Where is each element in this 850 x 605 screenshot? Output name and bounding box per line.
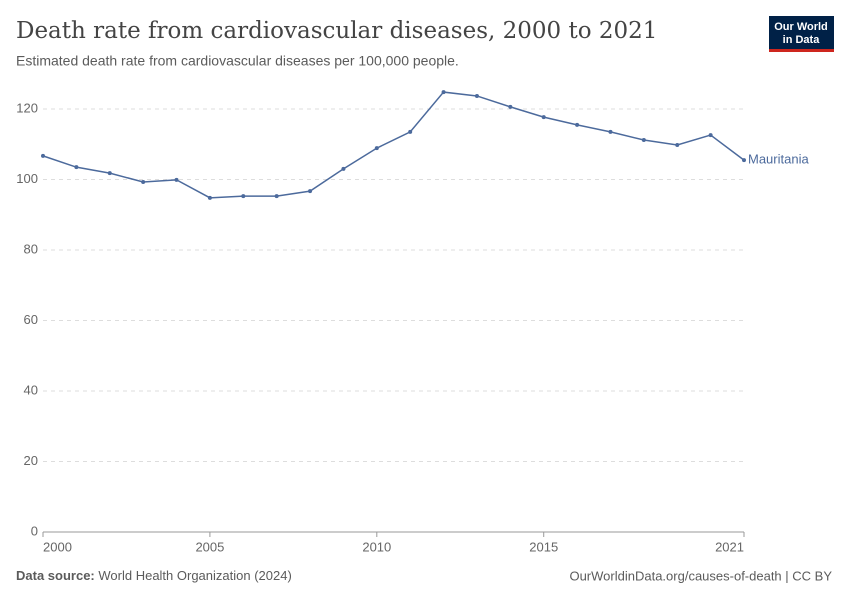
source-label: Data source:: [16, 568, 95, 583]
logo-text: Our World: [774, 21, 828, 33]
x-tick-label: 2015: [529, 539, 558, 554]
y-tick-label: 20: [24, 453, 38, 468]
x-tick-label: 2021: [715, 539, 744, 554]
chart-title: Death rate from cardiovascular diseases,…: [16, 18, 657, 44]
x-tick-label: 2005: [195, 539, 224, 554]
point: [107, 171, 112, 176]
point: [441, 90, 446, 95]
point: [641, 138, 646, 143]
point: [608, 129, 613, 134]
series-line: [42, 91, 745, 199]
point: [341, 166, 346, 171]
point: [708, 133, 713, 138]
point: [742, 158, 746, 163]
chart-subtitle: Estimated death rate from cardiovascular…: [16, 53, 459, 69]
logo-stripe: [769, 49, 834, 52]
y-tick-label: 0: [31, 523, 38, 538]
point: [241, 194, 246, 199]
point: [675, 142, 680, 147]
series-label: Mauritania: [748, 152, 809, 167]
point: [174, 177, 179, 182]
source-text: World Health Organization (2024): [98, 568, 291, 583]
x-tick-label: 2010: [362, 539, 391, 554]
x-tick-label: 2000: [43, 539, 72, 554]
point: [474, 93, 479, 98]
point: [41, 153, 45, 158]
y-tick-label: 80: [24, 241, 38, 256]
logo-text: in Data: [783, 34, 821, 46]
point: [575, 122, 580, 127]
point: [141, 179, 146, 184]
point: [74, 165, 79, 170]
y-tick-label: 100: [16, 171, 38, 186]
point: [207, 195, 212, 200]
point: [274, 194, 279, 199]
y-tick-label: 120: [16, 100, 38, 115]
credit: OurWorldinData.org/causes-of-death | CC …: [569, 568, 832, 583]
point: [408, 129, 413, 134]
source: Data source: World Health Organization (…: [16, 568, 292, 583]
y-tick-label: 60: [24, 312, 38, 327]
point: [541, 115, 546, 120]
point: [308, 189, 313, 194]
point: [374, 146, 379, 151]
logo: [769, 16, 834, 52]
y-tick-label: 40: [24, 382, 38, 397]
point: [508, 104, 513, 109]
